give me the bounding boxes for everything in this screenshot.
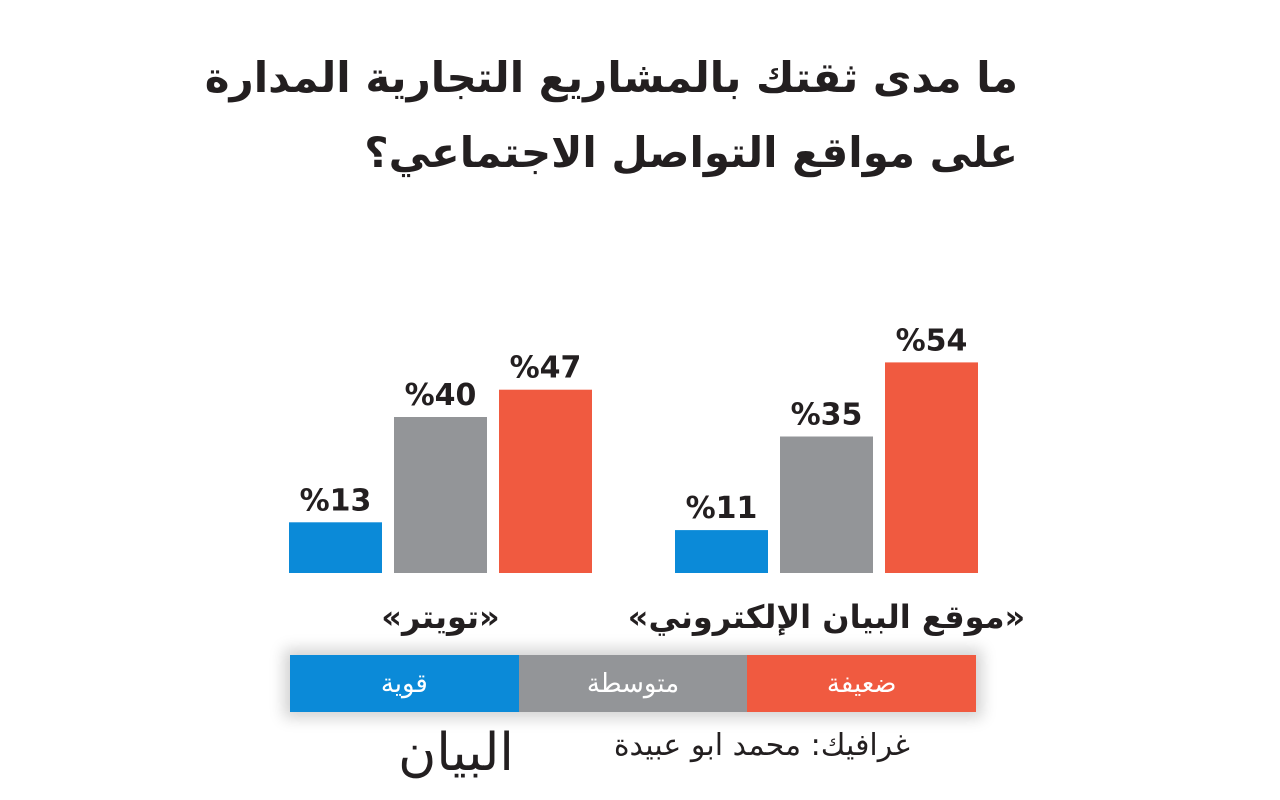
legend: قوية متوسطة ضعيفة — [290, 655, 977, 712]
bar-value-label-1-1: %35 — [791, 398, 863, 433]
bar-value-label-0-0: %13 — [300, 483, 372, 518]
title-line-2: على مواقع التواصل الاجتماعي؟ — [364, 128, 1018, 177]
bar-1-1 — [780, 436, 873, 573]
graphic-credit: غرافيك: محمد ابو عبيدة — [613, 728, 910, 763]
legend-weak: ضعيفة — [747, 655, 977, 712]
legend-label-weak: ضعيفة — [826, 668, 897, 699]
category-label-0: «تويتر» — [381, 598, 499, 636]
legend-label-medium: متوسطة — [586, 668, 680, 699]
bar-1-2 — [885, 362, 978, 573]
category-label-1: «موقع البيان الإلكتروني» — [628, 598, 1025, 636]
legend-medium: متوسطة — [518, 655, 748, 712]
legend-label-strong: قوية — [380, 668, 428, 699]
bar-value-label-1-2: %54 — [896, 323, 968, 358]
title-line-1: ما مدى ثقتك بالمشاريع التجارية المدارة — [204, 53, 1018, 102]
bar-chart: %13 %40 %47 «تويتر» %11 %35 %54 «موقع البيان ال… — [289, 323, 1025, 636]
bar-value-label-1-0: %11 — [686, 491, 758, 526]
chart-title: ما مدى ثقتك بالمشاريع التجارية المدارة ع… — [205, 40, 1018, 190]
legend-strong: قوية — [290, 655, 519, 712]
bar-0-0 — [289, 522, 382, 573]
bar-0-2 — [499, 389, 592, 573]
bar-value-label-0-2: %47 — [510, 351, 582, 386]
bar-0-1 — [394, 417, 487, 573]
bar-1-0 — [675, 530, 768, 573]
albayan-logo: البيان — [398, 723, 514, 783]
bar-value-label-0-1: %40 — [405, 378, 477, 413]
